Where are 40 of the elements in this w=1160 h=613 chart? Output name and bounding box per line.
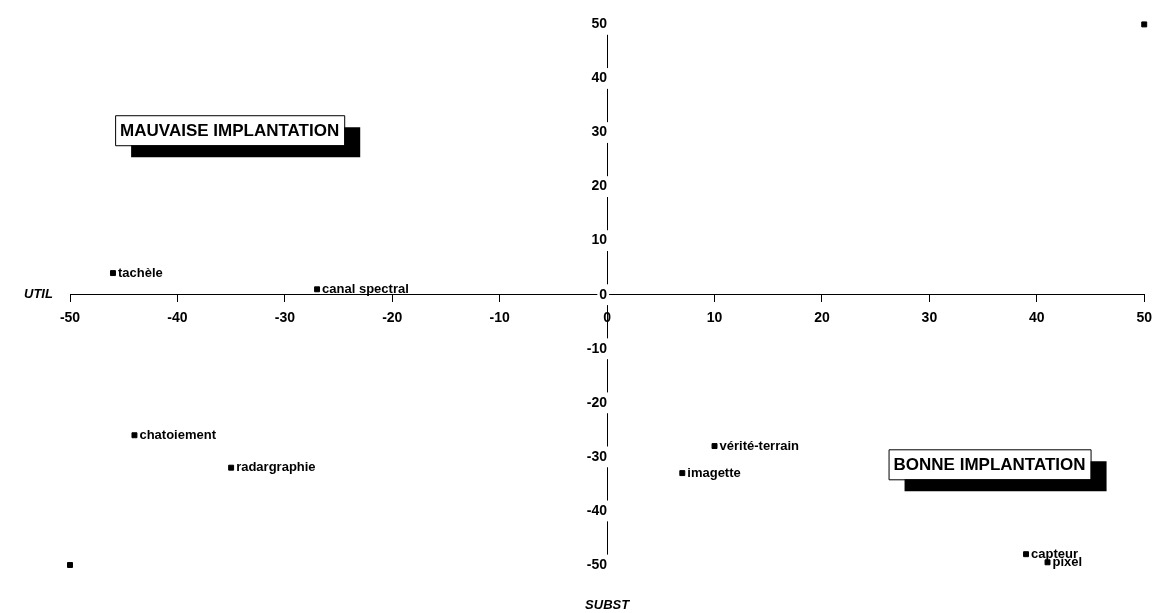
point: [1023, 551, 1030, 558]
x-tick-label: -50: [59, 308, 81, 325]
annotation: radargraphie: [236, 459, 316, 475]
point: [679, 470, 686, 477]
annotation: BONNE IMPLANTATION: [893, 455, 1086, 474]
y-tick-label: 0: [599, 285, 608, 302]
annotation: tachèle: [117, 264, 163, 280]
annotation: imagette: [687, 464, 741, 480]
x-tick-label: -30: [274, 308, 296, 325]
annotation: chatoiement: [139, 426, 217, 442]
y-axis-title: UTIL: [24, 286, 53, 302]
x-tick-label: 30: [921, 308, 938, 325]
x-tick-label: -40: [167, 308, 188, 325]
y-tick-label: 40: [591, 69, 608, 86]
y-tick-label: 30: [591, 123, 608, 140]
annotation: MAUVAISE IMPLANTATION: [120, 120, 340, 140]
x-axis-title: SUBST: [585, 596, 631, 612]
annotation: vérité-terrain: [719, 437, 800, 453]
point: [1141, 21, 1148, 28]
y-tick-label: 50: [591, 15, 608, 32]
point: [228, 464, 235, 471]
y-tick-label: -20: [586, 393, 608, 410]
x-tick-label: 20: [814, 308, 830, 325]
y-tick-label: -30: [586, 447, 608, 464]
point: [131, 432, 138, 439]
annotation: canal spectral: [322, 280, 409, 296]
x-tick-label: -20: [382, 308, 403, 325]
point: [109, 270, 116, 277]
point: [67, 562, 73, 568]
x-tick-label: -10: [489, 308, 511, 325]
y-tick-label: -50: [586, 555, 608, 572]
point: [314, 286, 321, 293]
y-tick-label: -40: [586, 501, 608, 518]
x-tick-label: 50: [1136, 308, 1153, 325]
x-tick-label: 10: [706, 308, 723, 325]
y-tick-label: -10: [586, 339, 608, 356]
point: [711, 443, 718, 450]
x-tick-label: 40: [1029, 308, 1045, 325]
y-tick-label: 10: [591, 231, 608, 248]
y-tick-label: 20: [591, 177, 608, 194]
